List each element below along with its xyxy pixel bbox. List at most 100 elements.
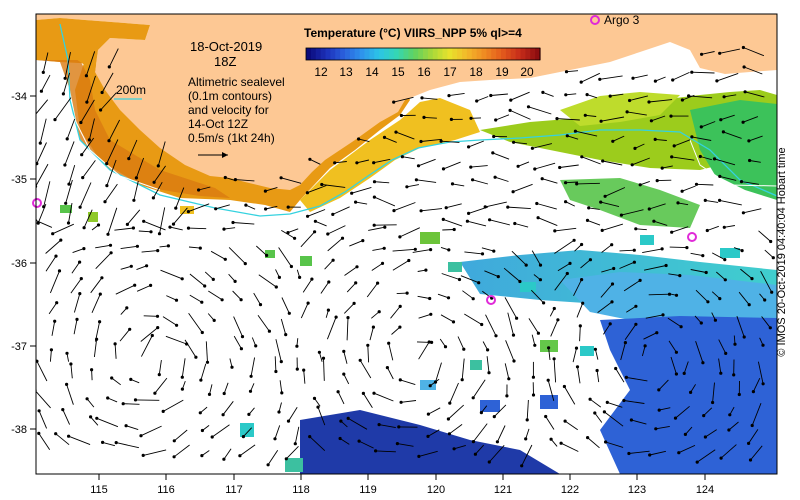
velocity-vector-head xyxy=(506,205,510,209)
velocity-vector-head xyxy=(682,371,686,375)
velocity-vector-head xyxy=(564,181,568,185)
velocity-vector-head xyxy=(475,99,479,103)
velocity-vector-head xyxy=(672,144,676,148)
velocity-vector xyxy=(597,301,613,313)
velocity-vector xyxy=(339,438,350,445)
argo-float-marker[interactable] xyxy=(32,198,42,208)
velocity-vector xyxy=(716,72,739,82)
velocity-vector-head xyxy=(230,365,234,369)
velocity-vector xyxy=(280,177,302,184)
velocity-vector-head xyxy=(264,207,268,211)
velocity-vector xyxy=(343,303,355,314)
velocity-vector xyxy=(751,403,762,426)
velocity-vector-head xyxy=(492,415,496,419)
velocity-vector-head xyxy=(564,70,569,74)
velocity-vector-head xyxy=(203,284,207,288)
velocity-vector xyxy=(586,94,598,99)
velocity-vector xyxy=(91,293,101,313)
velocity-vector-head xyxy=(61,408,65,412)
velocity-vector xyxy=(655,425,670,430)
colorbar-swatch xyxy=(398,48,405,60)
velocity-vector-head xyxy=(129,264,133,268)
velocity-vector xyxy=(255,245,267,256)
velocity-vector-head xyxy=(649,119,654,123)
velocity-vector xyxy=(574,244,582,252)
velocity-vector xyxy=(724,225,735,228)
colorbar-swatch xyxy=(345,48,351,60)
velocity-vector xyxy=(70,363,73,379)
velocity-vector-head xyxy=(419,209,423,213)
lon-tick-label: 117 xyxy=(225,484,243,496)
velocity-vector-head xyxy=(588,258,593,262)
velocity-vector xyxy=(143,315,158,317)
velocity-vector-head xyxy=(106,396,110,400)
velocity-vector xyxy=(125,425,139,431)
velocity-vector-head xyxy=(685,246,689,250)
velocity-vector xyxy=(300,302,309,319)
velocity-vector-head xyxy=(157,373,161,377)
velocity-vector xyxy=(41,74,51,92)
velocity-vector-head xyxy=(471,396,475,400)
velocity-vector xyxy=(452,183,465,187)
velocity-vector-head xyxy=(372,161,376,165)
velocity-vector-head xyxy=(733,342,737,346)
velocity-vector-head xyxy=(145,264,149,268)
velocity-vector xyxy=(579,325,581,342)
velocity-vector-head xyxy=(427,340,431,344)
velocity-vector xyxy=(65,179,73,204)
velocity-vector xyxy=(140,327,158,342)
velocity-vector xyxy=(486,356,490,373)
velocity-vector-head xyxy=(491,151,495,155)
velocity-vector xyxy=(504,297,517,319)
velocity-vector xyxy=(327,225,346,235)
velocity-vector-head xyxy=(280,391,284,395)
colorbar-tick-label: 12 xyxy=(314,65,328,79)
velocity-vector xyxy=(388,343,394,361)
velocity-vector-head xyxy=(156,164,160,168)
velocity-vector xyxy=(83,209,93,228)
velocity-vector xyxy=(526,399,529,420)
velocity-vector-head xyxy=(79,277,83,281)
velocity-vector-head xyxy=(372,391,376,395)
velocity-vector xyxy=(642,248,663,254)
velocity-vector-head xyxy=(701,361,705,365)
velocity-vector xyxy=(64,52,71,79)
velocity-vector xyxy=(634,143,645,149)
velocity-vector xyxy=(554,273,568,291)
velocity-vector-head xyxy=(127,157,131,161)
velocity-vector xyxy=(62,409,71,425)
velocity-vector xyxy=(467,220,487,227)
velocity-vector-head xyxy=(312,396,317,400)
velocity-vector xyxy=(672,71,690,81)
velocity-vector xyxy=(565,93,577,96)
velocity-vector xyxy=(136,284,151,292)
velocity-vector xyxy=(453,444,466,450)
velocity-vector-head xyxy=(36,359,39,363)
velocity-vector-head xyxy=(426,434,430,438)
velocity-vector-head xyxy=(100,276,104,280)
velocity-vector-head xyxy=(723,258,727,262)
velocity-vector-head xyxy=(212,318,216,322)
velocity-vector xyxy=(648,99,673,103)
velocity-vector-head xyxy=(492,134,496,139)
velocity-vector-head xyxy=(342,372,346,376)
argo-float-marker[interactable] xyxy=(687,232,697,242)
velocity-vector xyxy=(559,164,579,168)
velocity-vector-head xyxy=(107,65,111,69)
velocity-vector-head xyxy=(568,261,572,265)
velocity-vector xyxy=(757,361,764,384)
velocity-vector-head xyxy=(585,93,589,97)
velocity-vector-head xyxy=(49,348,54,352)
velocity-vector xyxy=(711,252,726,260)
velocity-vector-head xyxy=(695,460,699,464)
velocity-vector xyxy=(318,352,323,362)
velocity-vector-head xyxy=(546,378,550,382)
velocity-vector xyxy=(615,368,625,383)
lat-tick-label: -36 xyxy=(11,258,27,270)
argo-float-marker[interactable] xyxy=(590,15,600,25)
velocity-vector-head xyxy=(633,146,637,150)
velocity-vector xyxy=(596,370,600,383)
argo-float-marker[interactable] xyxy=(486,295,496,305)
velocity-vector xyxy=(490,93,508,96)
velocity-vector xyxy=(545,416,555,430)
